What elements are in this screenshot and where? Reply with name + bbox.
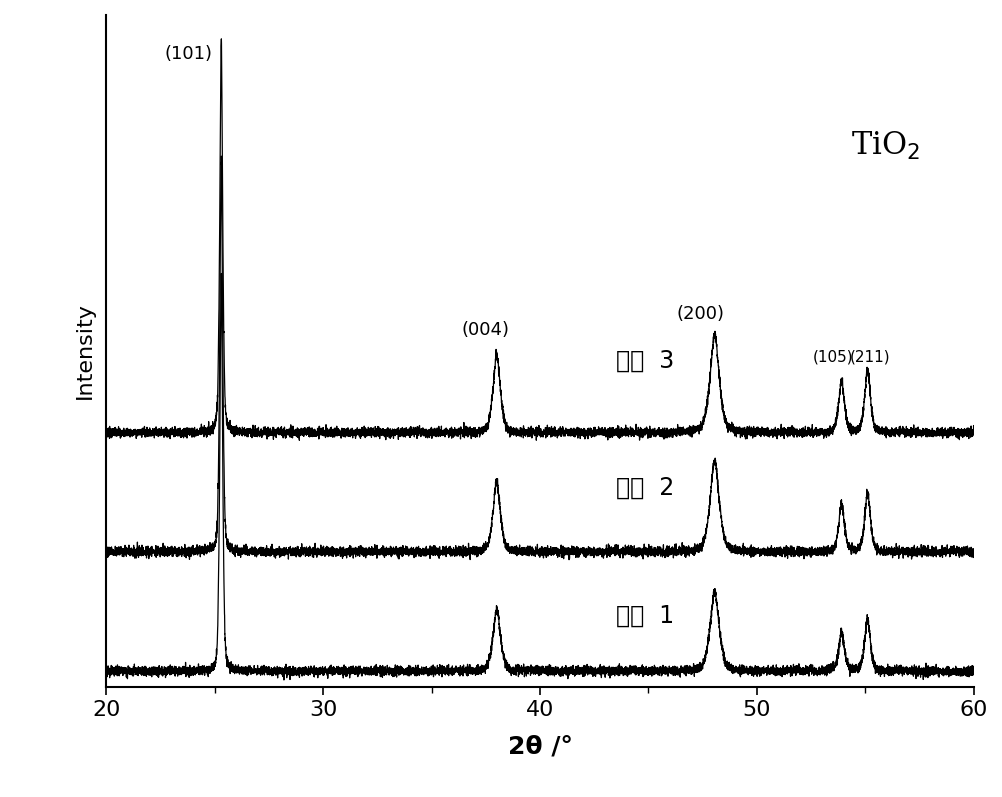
Text: (004): (004): [461, 321, 509, 339]
Y-axis label: Intensity: Intensity: [75, 303, 95, 399]
Text: TiO$_2$: TiO$_2$: [850, 130, 919, 163]
X-axis label: 2θ /°: 2θ /°: [507, 734, 572, 758]
Text: (211): (211): [849, 350, 889, 365]
Text: 实例  1: 实例 1: [615, 603, 673, 627]
Text: 实例  2: 实例 2: [615, 476, 673, 501]
Text: (101): (101): [164, 45, 212, 63]
Text: (200): (200): [676, 305, 723, 323]
Text: 实例  3: 实例 3: [615, 349, 673, 373]
Text: (105): (105): [812, 350, 853, 365]
